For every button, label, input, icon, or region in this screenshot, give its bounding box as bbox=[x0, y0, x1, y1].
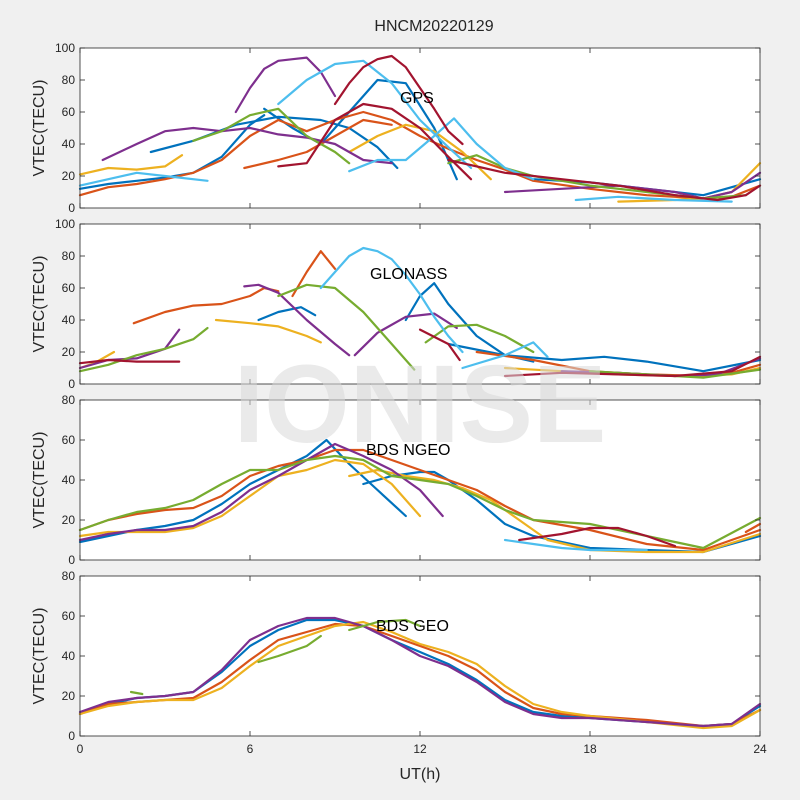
y-tick-label: 40 bbox=[62, 137, 76, 151]
series-line bbox=[78, 442, 444, 542]
series-line bbox=[447, 158, 762, 202]
y-tick-label: 40 bbox=[62, 473, 76, 487]
y-tick-label: 0 bbox=[68, 201, 75, 215]
series-line bbox=[78, 328, 181, 370]
series-line bbox=[257, 634, 322, 664]
y-tick-label: 60 bbox=[62, 105, 76, 119]
series-line bbox=[353, 312, 458, 357]
series-line bbox=[319, 246, 464, 354]
series-line bbox=[518, 526, 677, 548]
constellation-label: GLONASS bbox=[370, 266, 447, 283]
y-tick-label: 80 bbox=[62, 569, 76, 583]
series-line bbox=[243, 283, 351, 357]
y-axis-label: VTEC(TECU) bbox=[31, 432, 48, 529]
series-line bbox=[333, 54, 464, 146]
subplot-1: 0 20 40 60 80 100 VTEC(TECU) GPS bbox=[31, 41, 762, 215]
y-tick-label: 80 bbox=[62, 249, 76, 263]
series-group bbox=[78, 438, 762, 554]
figure-title: HNCM20220129 bbox=[374, 18, 493, 35]
y-tick-label: 0 bbox=[68, 729, 75, 743]
series-line bbox=[503, 171, 762, 200]
y-tick-label: 80 bbox=[62, 393, 76, 407]
y-tick-label: 20 bbox=[62, 169, 76, 183]
series-line bbox=[214, 318, 322, 344]
series-line bbox=[78, 616, 762, 728]
subplot-2: 0 20 40 60 80 100 VTEC(TECU) GLONASS bbox=[31, 217, 762, 391]
x-tick-label: 0 bbox=[77, 742, 84, 756]
y-tick-label: 60 bbox=[62, 609, 76, 623]
x-tick-label: 6 bbox=[247, 742, 254, 756]
series-line bbox=[78, 110, 762, 200]
series-line bbox=[574, 195, 733, 203]
x-axis-label: UT(h) bbox=[400, 766, 441, 783]
series-line bbox=[192, 107, 351, 165]
y-tick-label: 40 bbox=[62, 649, 76, 663]
y-tick-label: 0 bbox=[68, 553, 75, 567]
series-line bbox=[503, 538, 648, 552]
series-line bbox=[424, 323, 535, 354]
plot-area bbox=[80, 224, 760, 384]
series-line bbox=[277, 59, 473, 170]
series-line bbox=[78, 620, 762, 730]
y-tick-label: 20 bbox=[62, 689, 76, 703]
y-tick-label: 0 bbox=[68, 377, 75, 391]
y-tick-label: 40 bbox=[62, 313, 76, 327]
series-line bbox=[78, 154, 184, 176]
series-line bbox=[348, 117, 535, 181]
series-line bbox=[78, 171, 209, 187]
series-line bbox=[461, 341, 549, 370]
series-line bbox=[257, 306, 317, 322]
y-tick-label: 20 bbox=[62, 513, 76, 527]
y-tick-label: 60 bbox=[62, 433, 76, 447]
series-line bbox=[78, 326, 209, 373]
series-line bbox=[78, 448, 762, 552]
series-line bbox=[348, 618, 422, 632]
y-tick-label: 60 bbox=[62, 281, 76, 295]
series-line bbox=[263, 78, 458, 181]
series-line bbox=[362, 470, 762, 554]
x-tick-label: 12 bbox=[413, 742, 427, 756]
series-line bbox=[277, 283, 416, 371]
y-axis-label: VTEC(TECU) bbox=[31, 80, 48, 177]
series-line bbox=[234, 56, 337, 114]
y-axis-label: VTEC(TECU) bbox=[31, 608, 48, 705]
x-tick-label: 18 bbox=[583, 742, 597, 756]
subplot-4: 0 20 40 60 80 0 6 12 18 24 VTEC(TECU) BDS GEO bbox=[31, 569, 767, 756]
series-line bbox=[277, 102, 473, 181]
series-line bbox=[418, 328, 461, 362]
subplot-3: 0 20 40 60 80 VTEC(TECU) BDS NGEO bbox=[31, 393, 762, 567]
y-tick-label: 80 bbox=[62, 73, 76, 87]
series-line bbox=[78, 358, 181, 365]
y-axis-label: VTEC(TECU) bbox=[31, 256, 48, 353]
series-line bbox=[744, 522, 762, 534]
series-line bbox=[129, 690, 144, 696]
y-tick-label: 20 bbox=[62, 345, 76, 359]
series-group bbox=[78, 616, 762, 730]
constellation-label: GPS bbox=[400, 90, 434, 107]
series-line bbox=[78, 454, 762, 550]
y-tick-label: 100 bbox=[55, 41, 75, 55]
watermark-text: IONISE bbox=[234, 343, 607, 466]
series-line bbox=[503, 355, 762, 378]
series-line bbox=[101, 126, 393, 165]
series-group bbox=[78, 246, 762, 379]
x-tick-label: 24 bbox=[753, 742, 767, 756]
series-line bbox=[78, 458, 422, 538]
series-line bbox=[291, 250, 337, 298]
y-tick-label: 100 bbox=[55, 217, 75, 231]
constellation-label: BDS NGEO bbox=[366, 442, 450, 459]
series-group bbox=[78, 54, 762, 203]
constellation-label: BDS GEO bbox=[376, 618, 449, 635]
